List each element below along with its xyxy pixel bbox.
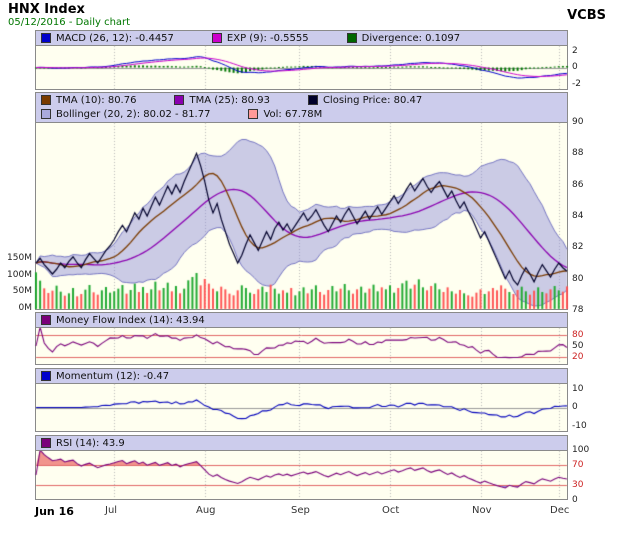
- volume-legend-item: Vol: 67.78M: [248, 109, 322, 120]
- price-ytick: 80: [572, 274, 584, 284]
- exp-legend-label: EXP (9): -0.5555: [226, 32, 309, 44]
- mfi-plot-area: [35, 327, 568, 365]
- momentum-ytick: -10: [572, 421, 587, 431]
- closing-price-swatch-icon: [307, 95, 318, 105]
- momentum-swatch-icon: [41, 371, 51, 381]
- mfi-legend-item: Money Flow Index (14): 43.94: [41, 315, 205, 326]
- bollinger-legend-label: Bollinger (20, 2): 80.02 - 81.77: [56, 108, 211, 120]
- mfi-legend-label: Money Flow Index (14): 43.94: [56, 314, 205, 326]
- rsi-ytick: 0: [572, 495, 578, 505]
- volume-ytick: 100M: [7, 270, 32, 280]
- macd-ytick: 0: [572, 62, 578, 72]
- rsi-ytick: 30: [572, 480, 584, 490]
- rsi-swatch-icon: [41, 438, 51, 448]
- brand-logo: VCBS: [567, 8, 606, 23]
- momentum-legend-label: Momentum (12): -0.47: [56, 370, 170, 382]
- xaxis-label: Sep: [291, 505, 310, 516]
- tma10-legend-label: TMA (10): 80.76: [56, 94, 137, 106]
- price-ytick: 86: [572, 180, 584, 190]
- bollinger-legend-item: Bollinger (20, 2): 80.02 - 81.77: [41, 109, 210, 120]
- xaxis-label: Jul: [105, 505, 118, 516]
- closing-price-legend-item: Closing Price: 80.47: [307, 94, 423, 106]
- volume-legend-label: Vol: 67.78M: [263, 108, 323, 120]
- rsi-ytick: 70: [572, 460, 584, 470]
- volume-ytick: 50M: [12, 286, 32, 296]
- xaxis-label: Aug: [196, 505, 216, 516]
- macd-ytick: -2: [572, 79, 581, 89]
- closing-price-legend-label: Closing Price: 80.47: [322, 94, 423, 106]
- macd-legend: MACD (26, 12): -0.4457 EXP (9): -0.5555 …: [35, 30, 568, 45]
- page-title: HNX Index: [8, 2, 85, 17]
- mfi-ytick: 80: [572, 330, 584, 340]
- volume-ytick: 150M: [7, 253, 32, 263]
- rsi-plot-area: [35, 450, 568, 500]
- bollinger-swatch-icon: [41, 109, 51, 119]
- divergence-legend-item: Divergence: 0.1097: [346, 32, 461, 44]
- rsi-legend: RSI (14): 43.9: [35, 435, 568, 450]
- momentum-legend-item: Momentum (12): -0.47: [41, 371, 169, 382]
- rsi-legend-label: RSI (14): 43.9: [56, 437, 125, 449]
- momentum-plot-area: [35, 383, 568, 432]
- macd-ytick: 2: [572, 46, 578, 56]
- tma25-legend-item: TMA (25): 80.93: [174, 94, 270, 106]
- main-legend: TMA (10): 80.76 TMA (25): 80.93 Closing …: [35, 92, 568, 122]
- mfi-ytick: 50: [572, 341, 584, 351]
- tma10-swatch-icon: [41, 95, 51, 105]
- price-ytick: 82: [572, 242, 584, 252]
- momentum-legend: Momentum (12): -0.47: [35, 368, 568, 383]
- mfi-ytick: 20: [572, 352, 584, 362]
- divergence-swatch-icon: [346, 33, 357, 43]
- tma25-legend-label: TMA (25): 80.93: [189, 94, 270, 106]
- price-plot-area: [35, 122, 568, 310]
- rsi-ytick: 100: [572, 445, 590, 455]
- price-ytick: 78: [572, 305, 584, 315]
- xaxis-label: Dec: [550, 505, 570, 516]
- tma10-legend-item: TMA (10): 80.76: [41, 95, 136, 106]
- momentum-ytick: 0: [572, 402, 578, 412]
- xaxis-label: Oct: [382, 505, 400, 516]
- macd-plot-area: [35, 45, 568, 90]
- chart-subtitle: 05/12/2016 - Daily chart: [8, 17, 131, 28]
- rsi-legend-item: RSI (14): 43.9: [41, 438, 125, 449]
- macd-swatch-icon: [41, 33, 51, 43]
- xaxis-label: Jun 16: [35, 505, 74, 518]
- macd-legend-item: MACD (26, 12): -0.4457: [41, 33, 174, 44]
- tma25-swatch-icon: [174, 95, 185, 105]
- exp-swatch-icon: [211, 33, 222, 43]
- divergence-legend-label: Divergence: 0.1097: [361, 32, 461, 44]
- price-ytick: 88: [572, 148, 584, 158]
- xaxis-label: Nov: [472, 505, 492, 516]
- price-ytick: 84: [572, 211, 584, 221]
- macd-legend-label: MACD (26, 12): -0.4457: [56, 32, 174, 44]
- mfi-swatch-icon: [41, 315, 51, 325]
- price-ytick: 90: [572, 117, 584, 127]
- volume-swatch-icon: [248, 109, 259, 119]
- exp-legend-item: EXP (9): -0.5555: [211, 32, 309, 44]
- momentum-ytick: 10: [572, 384, 584, 394]
- mfi-legend: Money Flow Index (14): 43.94: [35, 312, 568, 327]
- volume-ytick: 0M: [18, 303, 33, 313]
